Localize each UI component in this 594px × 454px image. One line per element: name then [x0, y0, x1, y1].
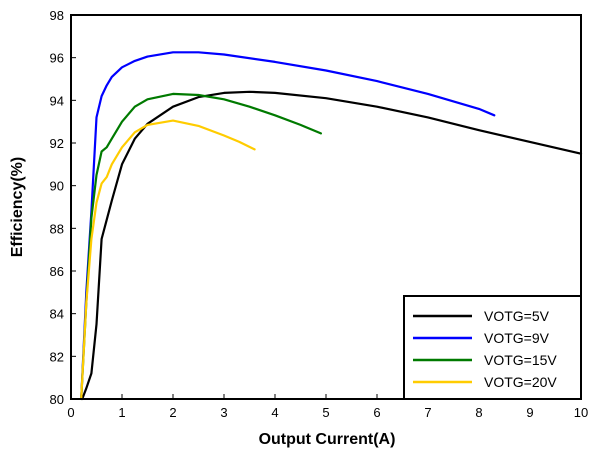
series-line-votg-15v	[80, 92, 322, 401]
y-tick-label: 86	[50, 264, 64, 279]
x-tick-label: 5	[322, 405, 329, 420]
x-tick-label: 6	[373, 405, 380, 420]
y-axis-title: Efficiency(%)	[9, 157, 26, 257]
y-tick-label: 90	[50, 179, 64, 194]
y-tick-label: 92	[50, 136, 64, 151]
x-tick-label: 7	[424, 405, 431, 420]
y-tick-label: 82	[50, 349, 64, 364]
y-tick-label: 94	[50, 93, 64, 108]
x-tick-label: 10	[574, 405, 588, 420]
y-tick-label: 88	[50, 221, 64, 236]
y-tick-label: 98	[50, 8, 64, 23]
x-tick-label: 9	[526, 405, 533, 420]
series-line-votg-9v	[80, 51, 496, 401]
series-layer	[80, 51, 583, 401]
y-tick-label: 84	[50, 307, 64, 322]
series-line-votg-5v	[81, 90, 583, 401]
y-tick-label: 96	[50, 51, 64, 66]
legend-label: VOTG=5V	[484, 308, 550, 324]
legend-label: VOTG=9V	[484, 330, 550, 346]
x-tick-label: 1	[118, 405, 125, 420]
x-axis: 0 1 2 3 4 5 6 7 8 9 10	[67, 394, 588, 420]
x-tick-label: 8	[475, 405, 482, 420]
series-line-votg-20v	[80, 119, 256, 401]
legend-label: VOTG=20V	[484, 374, 557, 390]
x-axis-title: Output Current(A)	[259, 431, 396, 448]
x-tick-label: 0	[67, 405, 74, 420]
x-tick-label: 2	[169, 405, 176, 420]
legend-label: VOTG=15V	[484, 352, 557, 368]
x-tick-label: 4	[271, 405, 278, 420]
plot-frame	[70, 14, 582, 400]
legend: VOTG=5V VOTG=9V VOTG=15V VOTG=20V	[403, 295, 582, 400]
x-tick-label: 3	[220, 405, 227, 420]
legend-items: VOTG=5V VOTG=9V VOTG=15V VOTG=20V	[413, 308, 557, 390]
y-tick-label: 80	[50, 392, 64, 407]
y-axis: 80 82 84 86 88 90 92 94 96 98	[50, 8, 76, 407]
